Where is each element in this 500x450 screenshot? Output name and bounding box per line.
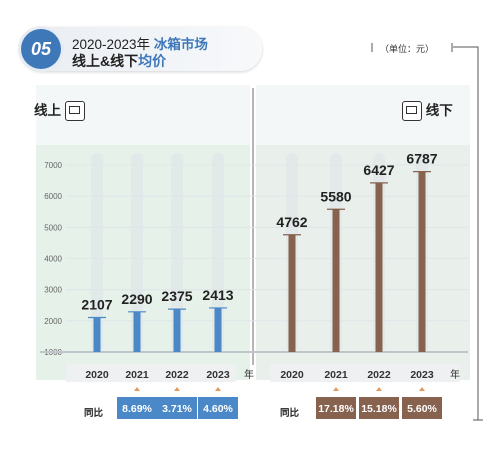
yoy-value: 15.18% — [361, 403, 397, 415]
y-tick-label: 5000 — [44, 223, 62, 232]
online-yoy-label: 同比 — [84, 408, 104, 419]
y-tick-label: 7000 — [44, 161, 62, 170]
title-avg-price: 均价 — [138, 53, 167, 69]
bar-track — [171, 153, 183, 352]
bar-value-label: 2375 — [161, 288, 192, 304]
yoy-value: 17.18% — [318, 403, 354, 415]
online-year-strip — [66, 364, 236, 382]
y-tick-label: 6000 — [44, 192, 62, 201]
chart-title-line2: 线上&线下均价 — [72, 51, 166, 71]
x-tick-label: 2020 — [85, 369, 109, 381]
store-icon — [402, 101, 422, 122]
bar-value-label: 2290 — [121, 291, 152, 307]
yoy-up-arrow — [419, 387, 425, 391]
offline-yoy-label: 同比 — [280, 408, 300, 419]
offline-panel-top — [256, 85, 470, 145]
yoy-box — [402, 397, 442, 419]
yoy-up-arrow — [134, 387, 140, 391]
yoy-value: 8.69% — [122, 403, 152, 415]
unit-label: （单位：元） — [380, 44, 435, 54]
bar — [214, 307, 222, 352]
y-tick-label: 2000 — [44, 317, 62, 326]
yoy-box — [198, 397, 238, 419]
x-tick-label: 2023 — [410, 369, 434, 381]
bar — [375, 182, 383, 352]
x-tick-label: 2021 — [324, 369, 348, 381]
yoy-box — [117, 397, 157, 419]
yoy-box — [157, 397, 197, 419]
y-tick-label: 3000 — [44, 286, 62, 295]
bar-track — [212, 153, 224, 352]
bar — [93, 317, 101, 352]
year-suffix-online: 年 — [244, 368, 254, 381]
y-tick-label: 4000 — [44, 255, 62, 264]
bar — [418, 171, 426, 352]
x-tick-label: 2022 — [367, 369, 391, 381]
yoy-value: 4.60% — [203, 403, 233, 415]
x-tick-label: 2023 — [206, 369, 230, 381]
bar-value-label: 4762 — [276, 214, 307, 230]
x-tick-label: 2021 — [125, 369, 149, 381]
yoy-up-arrow — [376, 387, 382, 391]
bar — [332, 209, 340, 352]
offline-label: 线下 — [425, 103, 453, 118]
year-suffix-offline: 年 — [450, 368, 460, 381]
title-channels: 线上&线下 — [72, 53, 139, 69]
bar — [133, 311, 141, 352]
bar-value-label: 6427 — [363, 162, 394, 178]
section-number-badge: 05 — [21, 29, 61, 69]
unit-bracket — [453, 46, 479, 420]
bar-value-label: 2107 — [81, 296, 112, 312]
bar-value-label: 2413 — [202, 287, 233, 303]
yoy-up-arrow — [174, 387, 180, 391]
laptop-icon — [64, 101, 85, 122]
yoy-box — [359, 397, 399, 419]
title-years: 2020-2023年 — [72, 37, 151, 52]
offline-tag: 线下 — [402, 99, 453, 123]
yoy-up-arrow — [333, 387, 339, 391]
x-tick-label: 2022 — [165, 369, 189, 381]
yoy-up-arrow — [215, 387, 221, 391]
title-market: 冰箱市场 — [153, 37, 208, 52]
bar-value-label: 5580 — [320, 188, 351, 204]
yoy-box — [316, 397, 356, 419]
online-label: 线上 — [34, 103, 61, 118]
chart-title-line1: 2020-2023年 冰箱市场 — [72, 33, 208, 53]
bar-track — [131, 153, 143, 352]
offline-year-strip — [270, 364, 460, 382]
x-tick-label: 2020 — [280, 369, 304, 381]
bar — [173, 309, 181, 352]
yoy-value: 5.60% — [407, 403, 437, 415]
yoy-value: 3.71% — [162, 403, 192, 415]
bar-track — [91, 153, 103, 352]
bar-value-label: 6787 — [406, 151, 437, 167]
bar — [288, 234, 296, 352]
online-tag: 线上 — [34, 99, 85, 123]
